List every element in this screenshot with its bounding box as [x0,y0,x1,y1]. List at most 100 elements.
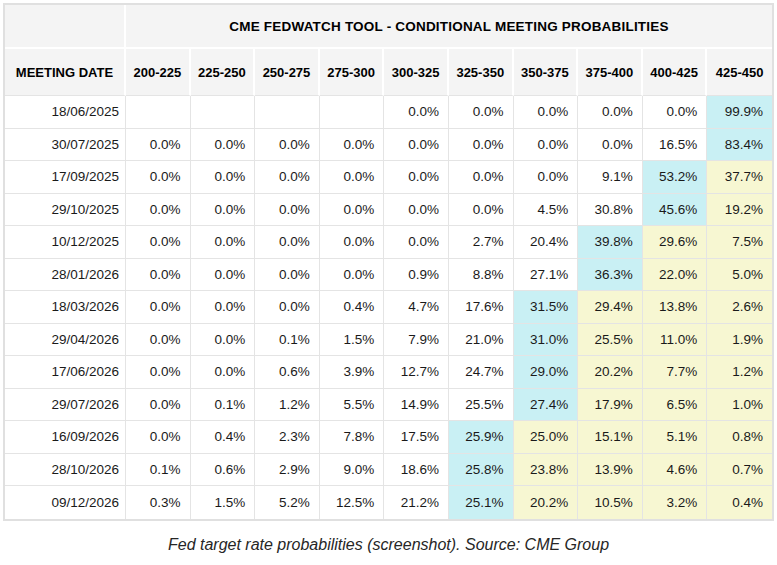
probability-cell: 21.0% [449,324,514,357]
probability-cell: 0.0% [643,96,708,129]
probability-cell: 37.7% [707,161,772,194]
probability-cell: 0.3% [126,486,191,519]
table-row: 16/09/20260.0%0.4%2.3%7.8%17.5%25.9%25.0… [5,421,772,454]
probability-cell: 9.0% [320,454,385,487]
probability-cell: 0.7% [707,454,772,487]
probability-cell: 8.8% [449,259,514,292]
probability-cell: 0.0% [255,129,320,162]
probability-cell: 1.5% [191,486,256,519]
probability-cell: 27.4% [514,389,579,422]
probability-cell: 30.8% [578,194,643,227]
probability-cell: 12.5% [320,486,385,519]
probability-cell: 7.8% [320,421,385,454]
probability-cell: 0.0% [514,129,579,162]
probability-cell: 0.0% [126,129,191,162]
probability-cell: 39.8% [578,226,643,259]
rate-bin-header: 225-250 [191,49,256,96]
meeting-date-header: MEETING DATE [5,49,126,96]
probability-cell: 0.0% [255,226,320,259]
probability-cell: 16.5% [643,129,708,162]
probability-cell: 7.9% [384,324,449,357]
probability-cell: 2.3% [255,421,320,454]
probability-cell: 0.0% [126,324,191,357]
probability-cell: 0.0% [191,324,256,357]
probability-cell: 20.4% [514,226,579,259]
table-row: 18/03/20260.0%0.0%0.0%0.4%4.7%17.6%31.5%… [5,291,772,324]
probability-cell: 0.0% [126,226,191,259]
title-row: CME FEDWATCH TOOL - CONDITIONAL MEETING … [5,5,772,49]
probability-cell: 0.0% [449,129,514,162]
probability-cell: 0.9% [384,259,449,292]
table-row: 29/07/20260.0%0.1%1.2%5.5%14.9%25.5%27.4… [5,389,772,422]
caption: Fed target rate probabilities (screensho… [3,536,774,554]
probability-cell: 0.0% [191,356,256,389]
probability-cell: 4.5% [514,194,579,227]
fedwatch-probabilities-table: CME FEDWATCH TOOL - CONDITIONAL MEETING … [3,3,774,521]
probability-cell: 15.1% [578,421,643,454]
rate-bin-header: 300-325 [384,49,449,96]
probability-cell: 0.0% [449,96,514,129]
probability-cell: 3.9% [320,356,385,389]
probability-cell: 5.1% [643,421,708,454]
table-row: 29/10/20250.0%0.0%0.0%0.0%0.0%0.0%4.5%30… [5,194,772,227]
probability-cell: 83.4% [707,129,772,162]
probability-cell: 2.7% [449,226,514,259]
probability-cell: 0.0% [384,129,449,162]
probability-cell: 7.7% [643,356,708,389]
table-row: 29/04/20260.0%0.0%0.1%1.5%7.9%21.0%31.0%… [5,324,772,357]
table-row: 17/09/20250.0%0.0%0.0%0.0%0.0%0.0%0.0%9.… [5,161,772,194]
probability-cell: 36.3% [578,259,643,292]
probability-cell: 0.0% [320,194,385,227]
header-row: MEETING DATE200-225225-250250-275275-300… [5,49,772,96]
table-title: CME FEDWATCH TOOL - CONDITIONAL MEETING … [126,5,772,49]
probability-cell: 27.1% [514,259,579,292]
probability-cell: 0.0% [384,226,449,259]
corner-cell [5,5,126,49]
table-row: 09/12/20260.3%1.5%5.2%12.5%21.2%25.1%20.… [5,486,772,519]
probability-cell: 19.2% [707,194,772,227]
probability-cell: 0.0% [191,129,256,162]
probability-cell: 5.5% [320,389,385,422]
rate-bin-header: 350-375 [514,49,579,96]
probability-cell: 7.5% [707,226,772,259]
rate-bin-header: 250-275 [255,49,320,96]
probability-cell: 25.0% [514,421,579,454]
meeting-date-cell: 16/09/2026 [5,421,126,454]
meeting-date-cell: 28/10/2026 [5,454,126,487]
probability-cell: 0.8% [707,421,772,454]
probability-cell: 0.0% [191,226,256,259]
probability-cell: 0.0% [126,389,191,422]
meeting-date-cell: 10/12/2025 [5,226,126,259]
probability-cell [126,96,191,129]
probability-cell [320,96,385,129]
probability-cell: 53.2% [643,161,708,194]
probability-cell: 0.0% [320,259,385,292]
table-row: 18/06/20250.0%0.0%0.0%0.0%0.0%99.9% [5,96,772,129]
rate-bin-header: 325-350 [449,49,514,96]
table-row: 30/07/20250.0%0.0%0.0%0.0%0.0%0.0%0.0%0.… [5,129,772,162]
meeting-date-cell: 09/12/2026 [5,486,126,519]
probability-cell: 0.0% [255,291,320,324]
probability-cell: 14.9% [384,389,449,422]
meeting-date-cell: 17/09/2025 [5,161,126,194]
probability-cell: 1.0% [707,389,772,422]
probability-cell: 3.2% [643,486,708,519]
probability-cell: 31.5% [514,291,579,324]
probability-cell: 10.5% [578,486,643,519]
rate-bin-header: 375-400 [578,49,643,96]
probability-cell: 2.9% [255,454,320,487]
probability-cell: 0.0% [126,259,191,292]
probability-cell: 24.7% [449,356,514,389]
probability-cell: 25.5% [449,389,514,422]
table-row: 10/12/20250.0%0.0%0.0%0.0%0.0%2.7%20.4%3… [5,226,772,259]
probability-cell: 0.0% [126,356,191,389]
meeting-date-cell: 17/06/2026 [5,356,126,389]
table-row: 28/01/20260.0%0.0%0.0%0.0%0.9%8.8%27.1%3… [5,259,772,292]
rate-bin-header: 425-450 [707,49,772,96]
probability-cell: 0.0% [255,194,320,227]
probability-cell: 0.0% [191,194,256,227]
probability-cell: 13.9% [578,454,643,487]
probability-cell: 25.9% [449,421,514,454]
probability-cell: 0.0% [578,96,643,129]
probability-cell: 0.1% [191,389,256,422]
